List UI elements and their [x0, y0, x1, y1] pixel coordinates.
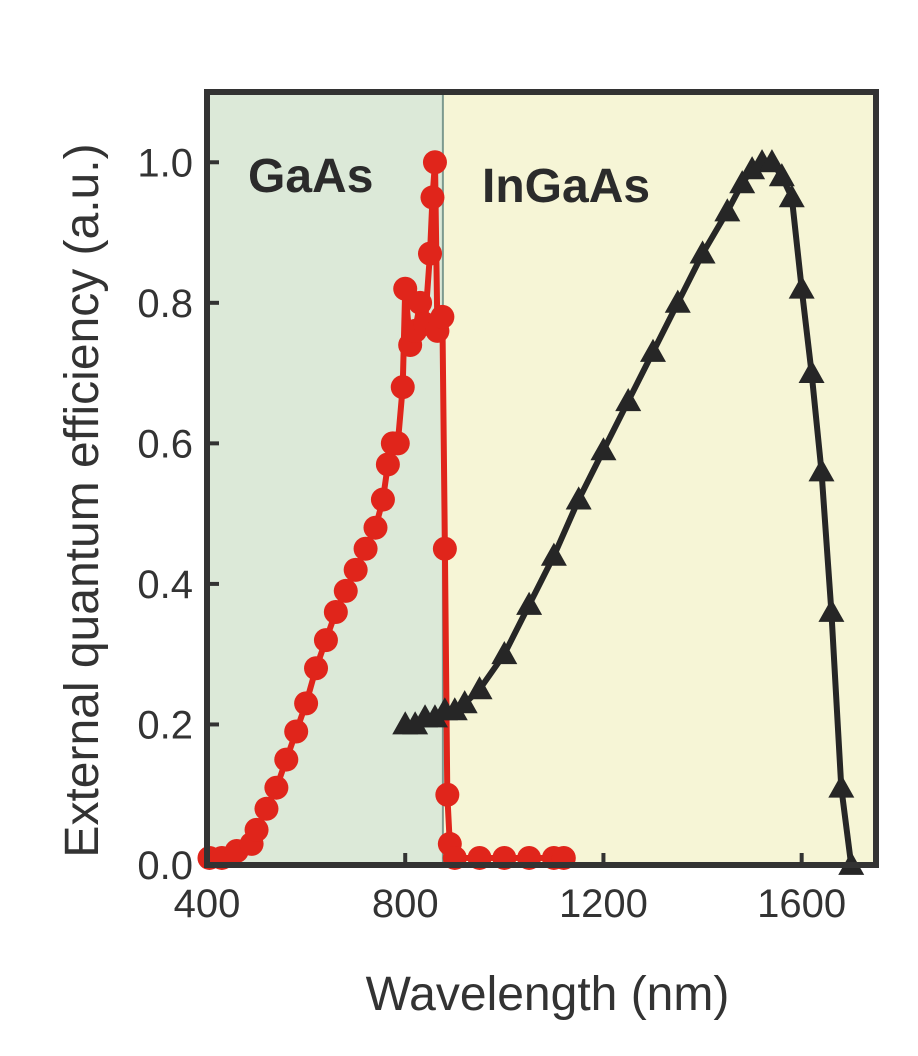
- series-1-point: [729, 170, 756, 194]
- series-1-point: [758, 149, 785, 173]
- series-1-point: [640, 338, 666, 362]
- series-0-point: [430, 304, 455, 329]
- x-axis-title: Wavelength (nm): [366, 968, 730, 1021]
- series-1-point: [798, 359, 825, 383]
- x-tick-label: 1600: [757, 882, 846, 926]
- y-tick-label: 1.0: [137, 141, 193, 185]
- series-0-point: [418, 241, 442, 266]
- series-0-point: [370, 487, 395, 512]
- series-1-point: [714, 198, 741, 222]
- series-1-point: [689, 240, 716, 264]
- series-0-point: [363, 515, 388, 540]
- series-0-point: [244, 817, 269, 842]
- y-tick-label: 0.8: [137, 282, 193, 326]
- region-label-ingaas: InGaAs: [482, 160, 650, 213]
- series-0-point: [420, 185, 445, 210]
- series-1-point: [778, 184, 805, 208]
- series-0-point: [333, 578, 358, 603]
- series-0-point: [422, 150, 447, 175]
- series-1-point: [615, 388, 642, 412]
- region-backgrounds: [207, 92, 876, 866]
- series-0-point: [294, 691, 319, 716]
- series-1-point: [466, 676, 493, 700]
- series-0-point: [264, 775, 289, 800]
- series-0-point: [313, 628, 338, 653]
- series-1-point: [590, 437, 617, 461]
- region-ingaas: [442, 92, 876, 865]
- series-1-point: [565, 486, 592, 510]
- series-0-point: [284, 719, 309, 744]
- series-1-point: [768, 163, 795, 187]
- series-0-point: [323, 600, 348, 625]
- series-0-point: [254, 796, 279, 821]
- y-tick-label: 0.6: [137, 422, 193, 466]
- y-tick-label: 0.0: [137, 844, 193, 888]
- series-0-point: [375, 452, 400, 477]
- y-tick-label: 0.2: [137, 703, 193, 747]
- plot-frame: [204, 89, 879, 868]
- series-1-point: [664, 289, 691, 313]
- series-1-point: [828, 774, 855, 798]
- series-0-point: [432, 536, 457, 561]
- series-0-point: [390, 375, 415, 400]
- series-1-point: [808, 458, 835, 482]
- series-0-point: [274, 747, 299, 772]
- series-1-point: [451, 690, 478, 714]
- series-0-point: [343, 557, 368, 582]
- region-labels: GaAs InGaAs: [248, 150, 650, 213]
- data-series: [197, 149, 865, 875]
- series-0-point: [385, 431, 410, 456]
- region-label-gaas: GaAs: [248, 150, 373, 203]
- series-0-point: [435, 782, 460, 807]
- x-tick-label: 1200: [559, 882, 648, 926]
- series-1-point: [516, 591, 543, 615]
- series-1-point: [788, 275, 815, 299]
- series-1-point: [540, 542, 567, 566]
- series-0-point: [408, 290, 433, 315]
- axis-ticks: 400 800 1200 1600 0.0 0.2 0.4 0.6 0.8 1.0: [137, 141, 846, 926]
- region-gaas: [207, 92, 443, 865]
- series-1-point: [491, 640, 518, 665]
- y-axis-title: External quantum efficiency (a.u.): [56, 143, 109, 857]
- series-1-point: [818, 598, 845, 622]
- x-tick-label: 400: [174, 882, 241, 926]
- series-0-point: [304, 656, 329, 681]
- y-tick-label: 0.4: [137, 563, 193, 607]
- x-tick-label: 800: [372, 882, 439, 926]
- series-0-point: [353, 536, 378, 561]
